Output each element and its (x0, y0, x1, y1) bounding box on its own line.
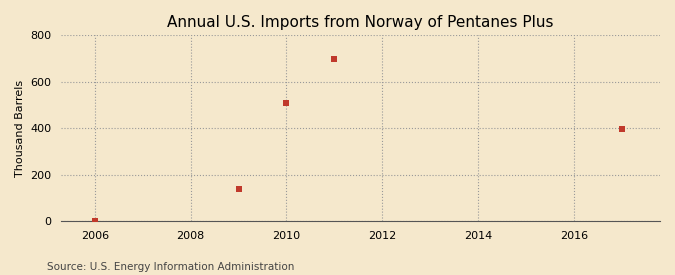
Point (281, 100, 292, 105)
Text: Source: U.S. Energy Information Administration: Source: U.S. Energy Information Administ… (47, 262, 294, 272)
Point (616, 127, 627, 131)
Point (233, 186, 244, 191)
Point (329, 56, 340, 61)
Y-axis label: Thousand Barrels: Thousand Barrels (15, 80, 25, 177)
Title: Annual U.S. Imports from Norway of Pentanes Plus: Annual U.S. Imports from Norway of Penta… (167, 15, 554, 30)
Point (90, 218, 101, 223)
